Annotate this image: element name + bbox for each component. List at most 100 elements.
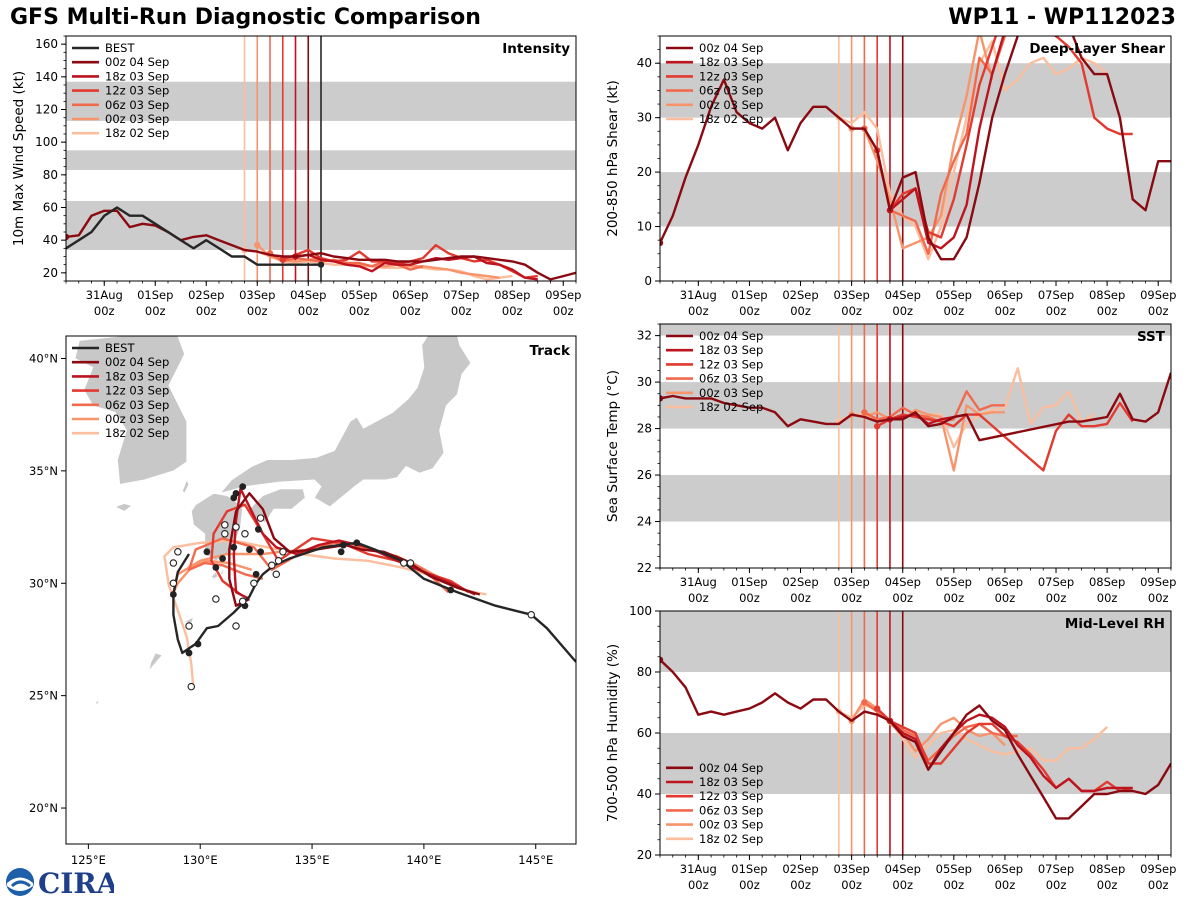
- shear-panel: 0 10 20 30 40 31Aug 00z 01Sep 00z 02Sep 00z 03Sep 00…: [605, 35, 1176, 318]
- sst-xtick-sublabel: 00z: [739, 591, 760, 605]
- noaa-logo-icon: [6, 868, 34, 896]
- intensity-series-marker: [279, 256, 286, 263]
- sst-ylabel: Sea Surface Temp (°C): [605, 370, 621, 522]
- track-marker-open: [169, 579, 178, 588]
- sst-legend-label: 18z 03 Sep: [699, 343, 763, 357]
- track-marker-open: [241, 530, 249, 538]
- rh-xtick-sublabel: 00z: [892, 878, 913, 892]
- sst-legend-label: 00z 04 Sep: [699, 329, 763, 343]
- shear-xtick-sublabel: 00z: [1046, 304, 1067, 318]
- track-marker-filled: [246, 546, 253, 553]
- land-mass: [94, 699, 101, 706]
- shear-ytick-label: 10: [637, 220, 652, 234]
- shear-xtick-sublabel: 00z: [892, 304, 913, 318]
- track-marker-open: [279, 548, 287, 556]
- track-legend-label: 12z 03 Sep: [105, 384, 169, 398]
- figure-title: GFS Multi-Run Diagnostic Comparison: [10, 5, 481, 30]
- rh-xtick-label: 01Sep: [731, 862, 767, 876]
- land-mass: [148, 652, 163, 672]
- sst-series-marker: [660, 395, 664, 402]
- track-line: [172, 541, 576, 663]
- shear-legend-label: 18z 02 Sep: [699, 112, 763, 126]
- intensity-xtick-sublabel: 00z: [298, 304, 319, 318]
- intensity-legend-label: 06z 03 Sep: [105, 98, 169, 112]
- rh-series-line: [660, 658, 1171, 820]
- intensity-xtick-label: 02Sep: [188, 288, 224, 302]
- rh-ytick-label: 80: [637, 665, 652, 679]
- rh-band: [660, 611, 1171, 672]
- rh-xtick-sublabel: 00z: [790, 878, 811, 892]
- sst-xtick-label: 04Sep: [885, 575, 921, 589]
- track-marker-filled: [337, 548, 345, 556]
- track-marker-open: [221, 530, 229, 538]
- land-mass: [181, 478, 190, 494]
- track-xtick-label: 140°E: [406, 853, 441, 867]
- track-marker-open: [187, 682, 196, 691]
- sst-band: [660, 324, 1171, 336]
- sst-xtick-label: 31Aug: [680, 575, 717, 589]
- sst-ytick-label: 24: [637, 515, 652, 529]
- sst-legend-label: 06z 03 Sep: [699, 372, 763, 386]
- track-legend-label: 00z 04 Sep: [105, 355, 169, 369]
- shear-ytick-label: 40: [637, 56, 652, 70]
- track-line: [228, 492, 481, 607]
- track-marker-filled: [447, 586, 455, 594]
- shear-legend-label: 06z 03 Sep: [699, 84, 763, 98]
- cira-logo: CIRA: [6, 867, 114, 898]
- track-marker-open: [272, 570, 281, 579]
- intensity-ytick-label: 120: [35, 103, 58, 117]
- rh-xtick-sublabel: 00z: [995, 878, 1016, 892]
- land-mass: [74, 336, 188, 485]
- track-marker-open: [185, 622, 193, 630]
- rh-ytick-label: 100: [629, 604, 652, 618]
- track-marker-open: [221, 521, 229, 529]
- sst-xtick-sublabel: 00z: [688, 591, 709, 605]
- sst-xtick-label: 05Sep: [936, 575, 972, 589]
- sst-series-line: [660, 372, 1171, 442]
- rh-xtick-label: 08Sep: [1089, 862, 1125, 876]
- shear-xtick-sublabel: 00z: [995, 304, 1016, 318]
- intensity-xtick-sublabel: 00z: [451, 304, 472, 318]
- rh-xtick-sublabel: 00z: [841, 878, 862, 892]
- rh-legend-label: 00z 04 Sep: [699, 761, 763, 775]
- rh-panel: 20 40 60 80 100 31Aug 00z 01Sep 00z 02Sep 00z 03Sep…: [605, 604, 1176, 892]
- sst-series-marker: [873, 423, 881, 430]
- rh-title: Mid-Level RH: [1065, 616, 1165, 632]
- shear-xtick-label: 03Sep: [833, 288, 869, 302]
- rh-legend-label: 12z 03 Sep: [699, 789, 763, 803]
- track-legend-label: 00z 03 Sep: [105, 412, 169, 426]
- track-marker-filled: [254, 525, 262, 533]
- intensity-xtick-sublabel: 00z: [400, 304, 421, 318]
- shear-title: Deep-Layer Shear: [1029, 41, 1165, 57]
- shear-xtick-sublabel: 00z: [1097, 304, 1118, 318]
- track-xtick-label: 125°E: [71, 853, 106, 867]
- sst-xtick-sublabel: 00z: [1097, 591, 1118, 605]
- intensity-xtick-sublabel: 00z: [145, 304, 166, 318]
- intensity-xtick-sublabel: 00z: [502, 304, 523, 318]
- intensity-legend-label: 00z 04 Sep: [105, 55, 169, 69]
- track-marker-filled: [339, 541, 347, 549]
- rh-plot-area: [660, 611, 1171, 855]
- intensity-xtick-label: 01Sep: [137, 288, 173, 302]
- track-marker-filled: [219, 555, 226, 562]
- track-marker-filled: [353, 539, 361, 547]
- track-marker-open: [232, 523, 240, 531]
- track-marker-filled: [230, 543, 238, 551]
- intensity-xtick-label: 09Sep: [545, 288, 581, 302]
- shear-xtick-label: 07Sep: [1038, 288, 1074, 302]
- sst-xtick-sublabel: 00z: [1046, 591, 1067, 605]
- shear-xtick-sublabel: 00z: [1148, 304, 1169, 318]
- logo-text: CIRA: [38, 867, 114, 898]
- land-mass: [114, 503, 133, 512]
- sst-xtick-sublabel: 00z: [995, 591, 1016, 605]
- rh-legend-label: 00z 03 Sep: [699, 818, 763, 832]
- track-marker-open: [232, 622, 240, 630]
- rh-xtick-sublabel: 00z: [739, 878, 760, 892]
- sst-xtick-sublabel: 00z: [892, 591, 913, 605]
- shear-xtick-sublabel: 00z: [943, 304, 964, 318]
- shear-legend-label: 12z 03 Sep: [699, 69, 763, 83]
- shear-xtick-label: 02Sep: [782, 288, 818, 302]
- sst-xtick-label: 02Sep: [782, 575, 818, 589]
